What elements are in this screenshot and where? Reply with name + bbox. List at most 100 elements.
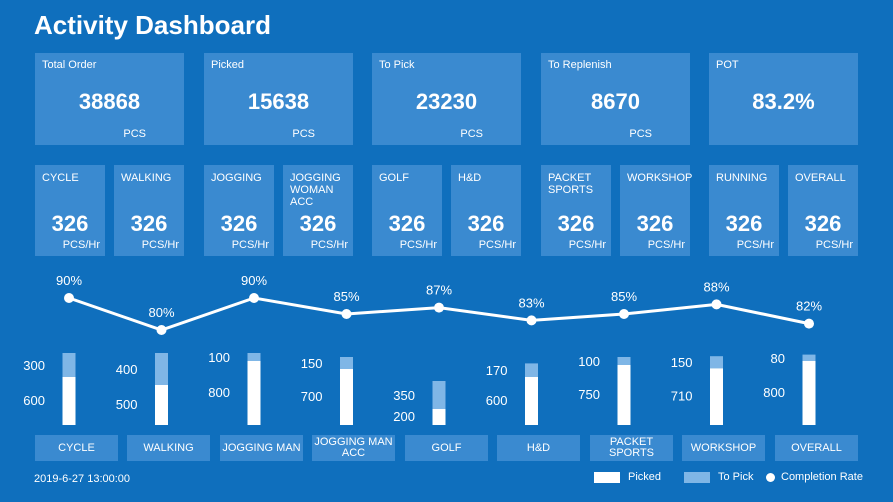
data-label-to-pick: 150 — [671, 355, 693, 370]
data-label-picked: 700 — [301, 389, 323, 404]
kpi-unit: PCS — [123, 128, 146, 140]
bar-to-pick — [247, 353, 261, 361]
data-label-picked: 800 — [763, 385, 785, 400]
x-category-label: JOGGING MAN — [220, 435, 303, 461]
kpi-card-total-order: Total Order 38868 PCS — [35, 53, 184, 145]
page-title: Activity Dashboard — [34, 10, 271, 40]
data-label-rate: 85% — [333, 289, 359, 304]
data-label-rate: 80% — [148, 305, 174, 320]
rate-card-jogging-woman-acc: JOGGING WOMAN ACC 326 PCS/Hr — [283, 165, 353, 256]
completion-rate-point — [711, 299, 722, 310]
kpi-unit: PCS — [460, 128, 483, 140]
kpi-label: To Replenish — [548, 59, 612, 71]
rate-card-workshop: WORKSHOP 326 PCS/Hr — [620, 165, 693, 256]
data-label-rate: 90% — [241, 273, 267, 288]
rate-label: RUNNING — [716, 172, 768, 184]
data-label-picked: 600 — [486, 393, 508, 408]
x-category-label: GOLF — [405, 435, 488, 461]
completion-rate-point — [156, 325, 167, 335]
kpi-card-to-pick: To Pick 23230 PCS — [372, 53, 521, 145]
bar-to-pick — [155, 353, 168, 385]
rate-label: WORKSHOP — [627, 172, 693, 184]
kpi-label: Picked — [211, 59, 245, 71]
bar-picked — [710, 368, 723, 425]
x-category-label: JOGGING MAN ACC — [312, 435, 395, 461]
rate-card-packet-sports: PACKET SPORTS 326 PCS/Hr — [541, 165, 611, 256]
bar-picked — [62, 377, 76, 425]
rate-unit: PCS/Hr — [815, 239, 853, 251]
kpi-value: 15638 — [247, 89, 310, 114]
rate-label: PACKET SPORTS — [548, 172, 594, 196]
rate-label: JOGGING — [211, 172, 262, 184]
kpi-label: To Pick — [379, 59, 415, 71]
legend-picked: Picked — [594, 471, 661, 483]
legend-label: Completion Rate — [781, 471, 863, 483]
legend-swatch-to-pick — [684, 471, 710, 483]
kpi-value: 23230 — [415, 89, 478, 114]
data-label-rate: 83% — [518, 295, 544, 310]
legend-completion-rate: Completion Rate — [766, 471, 863, 483]
data-label-to-pick: 300 — [23, 358, 45, 373]
rate-unit: PCS/Hr — [568, 239, 606, 251]
kpi-unit: PCS — [292, 128, 315, 140]
kpi-value: 38868 — [78, 89, 141, 114]
rate-card-h-and-d: H&D 326 PCS/Hr — [451, 165, 521, 256]
data-label-picked: 600 — [23, 393, 45, 408]
completion-rate-point — [526, 315, 537, 326]
rate-value: 326 — [299, 211, 337, 236]
data-label-picked: 710 — [671, 389, 693, 404]
bar-picked — [802, 361, 816, 425]
completion-rate-point — [619, 309, 629, 319]
rate-unit: PCS/Hr — [647, 239, 685, 251]
bar-to-pick — [62, 353, 76, 377]
rate-value: 326 — [388, 211, 426, 236]
rate-unit: PCS/Hr — [62, 239, 100, 251]
rate-unit: PCS/Hr — [231, 239, 269, 251]
bar-picked — [617, 365, 631, 425]
kpi-value: 8670 — [591, 89, 640, 114]
legend-to-pick: To Pick — [684, 471, 753, 483]
data-label-rate: 82% — [796, 299, 822, 314]
rate-unit: PCS/Hr — [141, 239, 179, 251]
kpi-unit: PCS — [629, 128, 652, 140]
legend-label: To Pick — [718, 471, 754, 483]
completion-rate-point — [249, 293, 259, 303]
rate-value: 326 — [467, 211, 505, 236]
data-label-to-pick: 100 — [208, 350, 230, 365]
rate-value: 326 — [130, 211, 168, 236]
rate-unit: PCS/Hr — [399, 239, 437, 251]
rate-label: JOGGING WOMAN ACC — [290, 172, 341, 208]
legend-dot-icon — [766, 472, 775, 482]
data-label-picked: 500 — [116, 397, 138, 412]
rate-card-walking: WALKING 326 PCS/Hr — [114, 165, 184, 256]
x-category-label: WORKSHOP — [682, 435, 765, 461]
bar-to-pick — [432, 381, 446, 409]
rate-value: 326 — [557, 211, 595, 236]
x-category-label: PACKET SPORTS — [590, 435, 673, 461]
bar-picked — [247, 361, 261, 425]
rate-value: 326 — [725, 211, 763, 236]
rate-unit: PCS/Hr — [310, 239, 348, 251]
completion-rate-point — [434, 302, 444, 313]
rate-value: 326 — [51, 211, 89, 236]
legend-label: Picked — [628, 471, 662, 483]
rate-unit: PCS/Hr — [478, 239, 516, 251]
bar-picked — [340, 369, 353, 425]
kpi-label: Total Order — [42, 59, 97, 71]
bar-to-pick — [340, 357, 353, 369]
data-label-to-pick: 170 — [486, 363, 508, 378]
data-label-rate: 85% — [611, 289, 637, 304]
data-label-to-pick: 100 — [578, 354, 600, 369]
data-label-to-pick: 400 — [116, 362, 138, 377]
bar-to-pick — [710, 356, 723, 369]
data-label-rate: 90% — [56, 273, 82, 288]
kpi-card-to-replenish: To Replenish 8670 PCS — [541, 53, 690, 145]
data-label-picked: 750 — [578, 387, 600, 402]
rate-label: WALKING — [121, 172, 172, 184]
data-label-to-pick: 80 — [771, 351, 785, 366]
completion-rate-point — [341, 309, 352, 319]
rate-value: 326 — [220, 211, 258, 236]
bar-to-pick — [617, 357, 631, 365]
kpi-value: 83.2% — [752, 89, 815, 114]
rate-label: Overall — [795, 172, 846, 184]
